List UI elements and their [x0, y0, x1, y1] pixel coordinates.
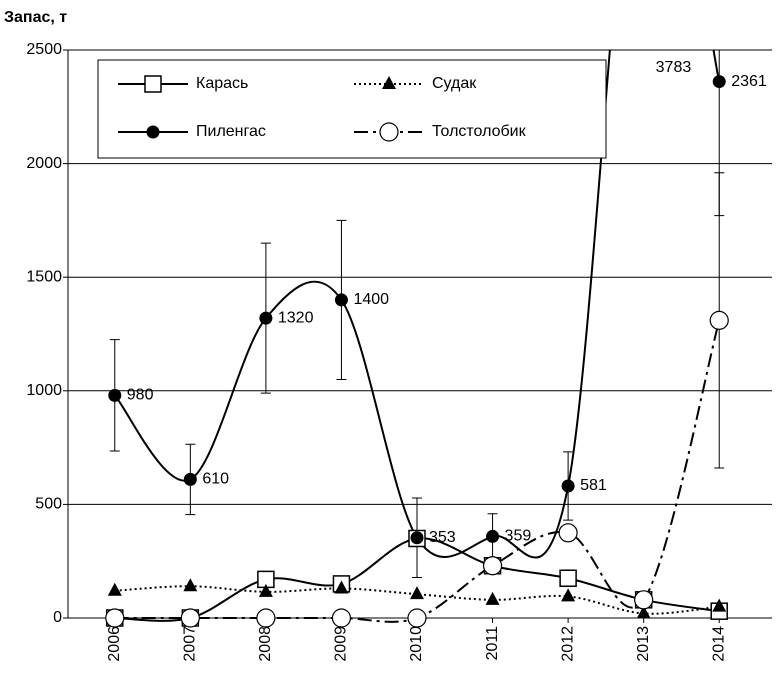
x-tick-label: 2013: [635, 626, 652, 662]
marker: [561, 479, 575, 493]
marker: [709, 310, 729, 330]
y-axis-title: Запас, т: [4, 9, 67, 26]
marker: [258, 583, 273, 597]
y-tick-label: 0: [53, 609, 62, 626]
x-tick-label: 2008: [257, 626, 274, 662]
marker: [146, 125, 160, 139]
data-label: 3783: [656, 59, 692, 76]
marker: [485, 591, 500, 605]
marker: [410, 586, 424, 600]
marker: [183, 472, 197, 486]
marker: [334, 293, 348, 307]
legend-label: Толстолобик: [432, 123, 527, 140]
y-tick-label: 2000: [26, 155, 62, 172]
y-tick-label: 2500: [26, 41, 62, 58]
data-label: 1400: [353, 291, 389, 308]
marker: [558, 523, 578, 543]
x-tick-label: 2011: [484, 626, 501, 661]
marker: [561, 588, 576, 602]
marker: [636, 605, 651, 619]
data-label: 980: [127, 387, 154, 404]
marker: [144, 75, 162, 93]
marker: [334, 580, 349, 594]
data-label: 581: [580, 477, 607, 494]
x-tick-label: 2007: [182, 626, 199, 662]
data-label: 2361: [731, 73, 767, 90]
x-tick-label: 2009: [333, 626, 350, 662]
marker: [105, 608, 125, 628]
y-tick-label: 500: [35, 496, 62, 513]
legend-label: Судак: [432, 75, 477, 92]
marker: [634, 590, 654, 610]
marker: [559, 569, 577, 587]
x-tick-label: 2014: [710, 626, 727, 662]
marker: [407, 608, 427, 628]
x-tick-label: 2006: [106, 626, 123, 662]
marker: [379, 122, 399, 142]
marker: [382, 76, 396, 89]
marker: [180, 608, 200, 628]
series-line: [114, 320, 721, 623]
y-tick-label: 1000: [26, 382, 62, 399]
legend-label: Пиленгас: [196, 123, 266, 140]
marker: [183, 578, 198, 592]
data-label: 610: [202, 471, 229, 488]
marker: [482, 556, 503, 576]
data-label: 1320: [278, 309, 314, 326]
marker: [486, 529, 500, 543]
marker: [107, 582, 122, 596]
legend-box: [97, 59, 607, 159]
marker: [259, 311, 273, 325]
marker: [331, 608, 352, 628]
legend: Карась Судак Пиленгас Толстолобик: [97, 59, 607, 159]
marker: [256, 608, 276, 628]
y-tick-label: 1500: [26, 268, 62, 285]
data-label: 353: [429, 529, 456, 546]
legend-label: Карась: [196, 75, 248, 92]
marker: [712, 75, 726, 89]
x-tick-label: 2012: [559, 626, 576, 662]
marker: [108, 388, 122, 402]
marker: [410, 531, 424, 545]
plot-area: [105, 50, 729, 628]
data-label: 359: [505, 528, 532, 545]
marker: [712, 598, 727, 612]
x-tick-label: 2010: [408, 626, 425, 662]
